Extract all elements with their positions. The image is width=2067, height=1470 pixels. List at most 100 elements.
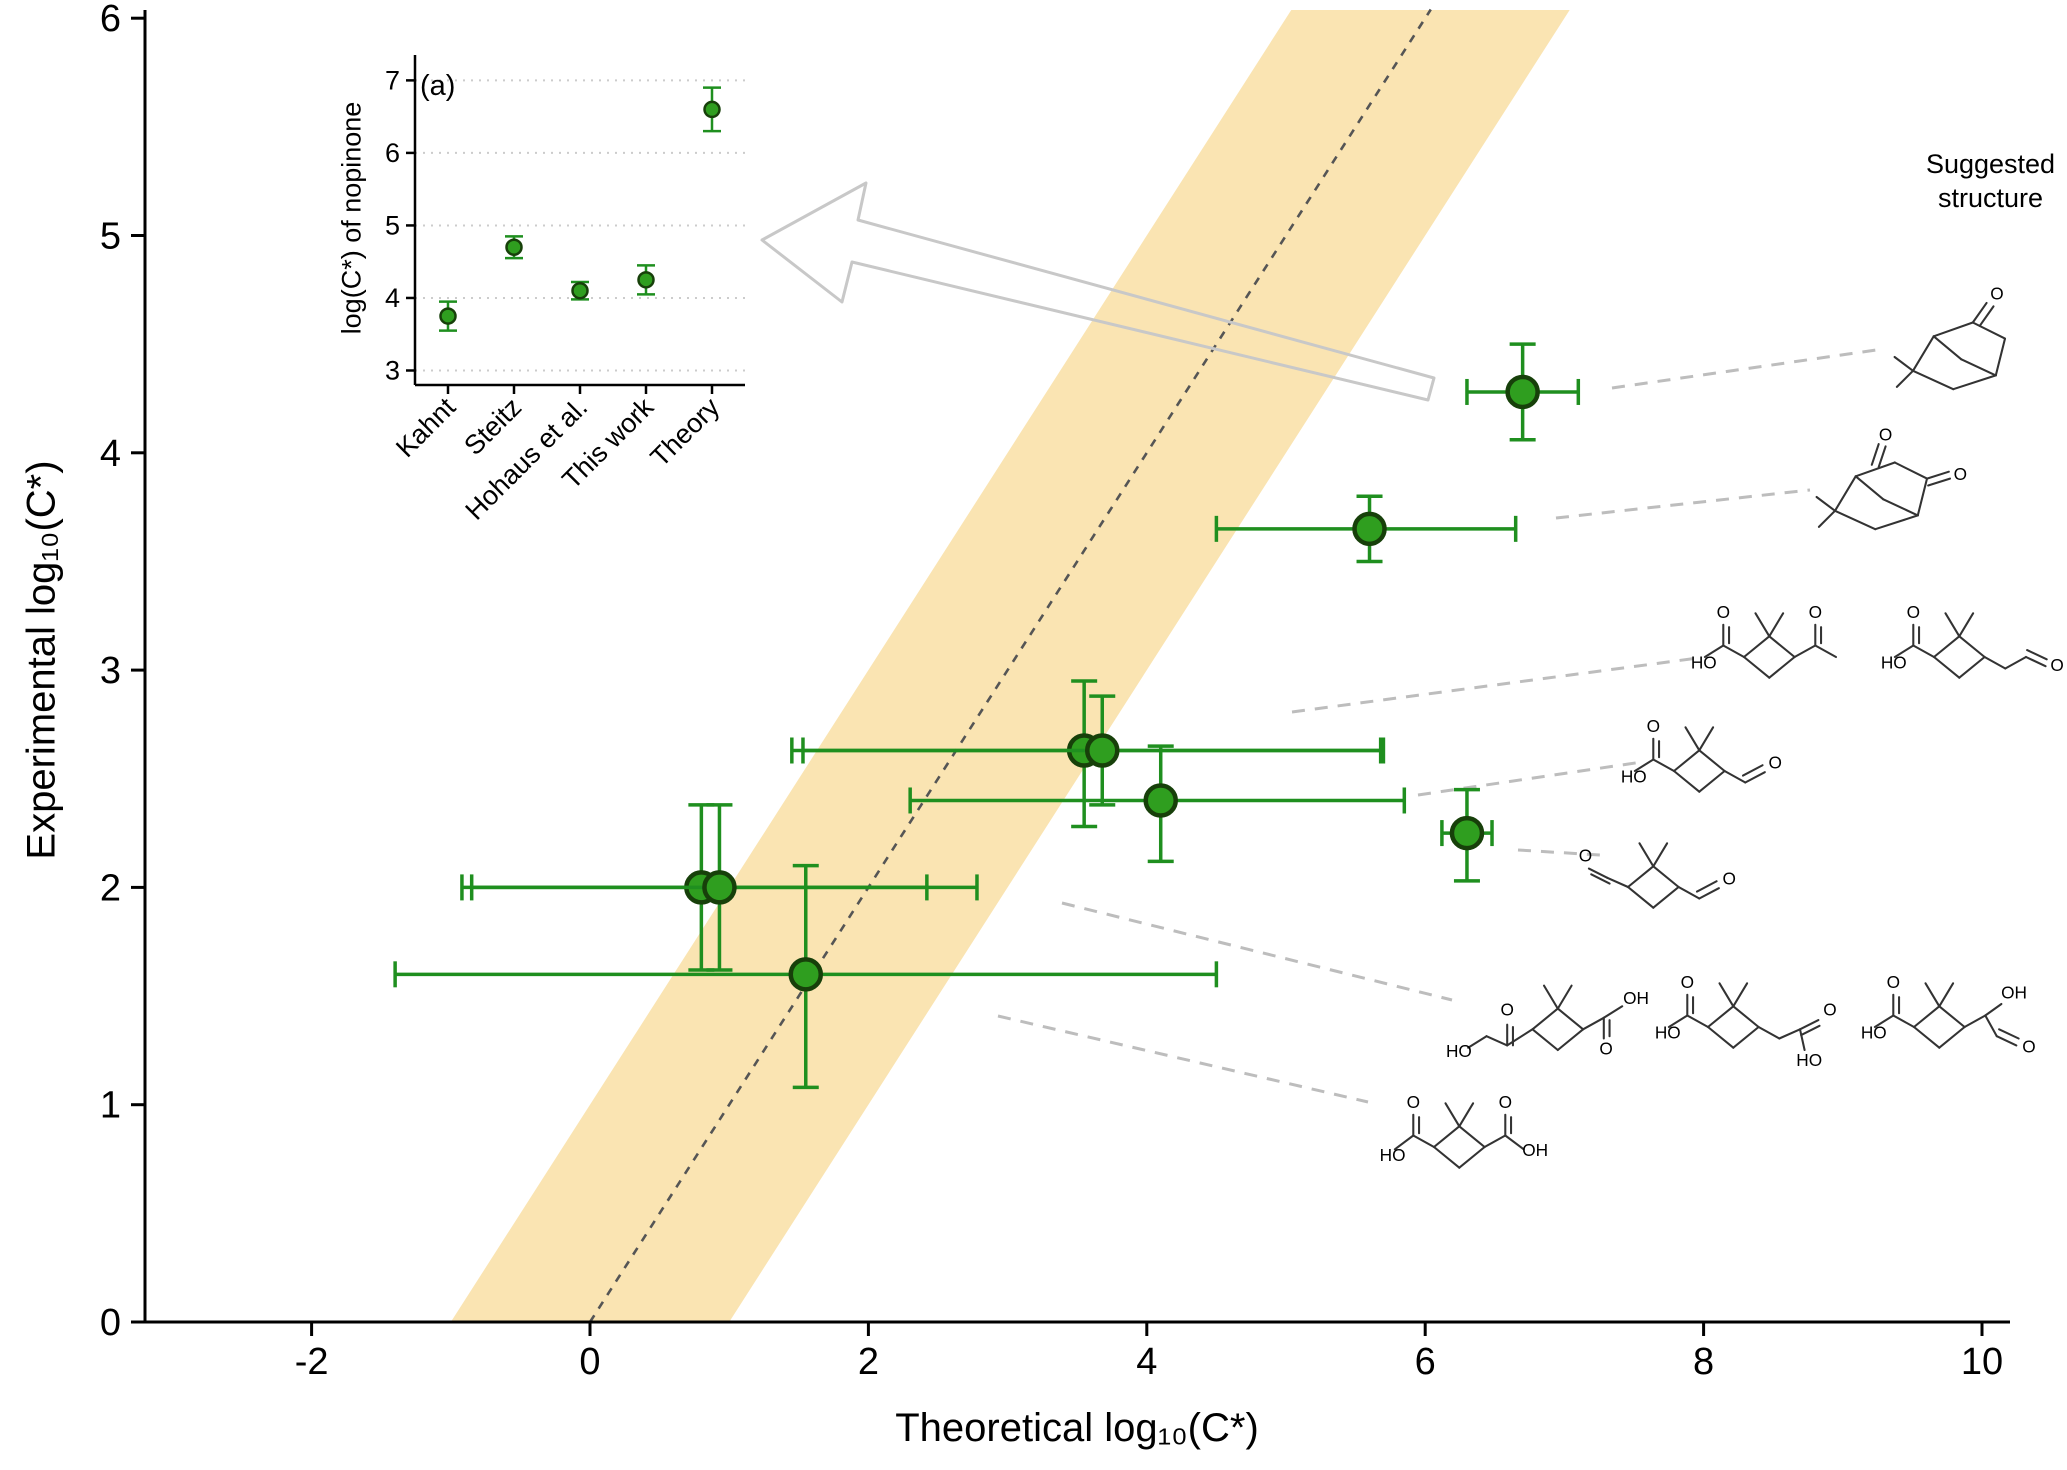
bond [1718, 982, 1735, 1008]
data-point [393, 863, 1219, 1090]
atom-label: HO [1881, 653, 1907, 673]
bond [1698, 726, 1715, 752]
bond [1483, 1134, 1507, 1149]
y-tick-label: 3 [100, 650, 121, 692]
atom-label: HO [1861, 1023, 1887, 1043]
bond [1932, 655, 1961, 679]
bond [1444, 1102, 1461, 1128]
identity-line [588, 8, 1432, 1323]
bond [1892, 1014, 1916, 1029]
x-tick-label: 2 [858, 1341, 879, 1383]
suggested-structure-heading: Suggested structure [1925, 149, 2056, 213]
bond [1504, 1134, 1525, 1151]
bond [1556, 1007, 1585, 1031]
bond [1958, 635, 1986, 659]
bond [1893, 355, 1915, 372]
x-axis-label: Theoretical log₁₀(C*) [895, 1406, 1259, 1450]
atom-label: O [1579, 846, 1592, 866]
bond [1800, 1024, 1821, 1037]
atom-label: HO [1621, 767, 1647, 787]
inset-data-point-marker [571, 281, 589, 300]
bond [1467, 1035, 1488, 1049]
bond [1932, 335, 1963, 361]
bond [1732, 1025, 1760, 1049]
bond [1741, 764, 1764, 777]
atom-label: O [1681, 972, 1694, 992]
bond [1672, 749, 1701, 773]
bond [1686, 1014, 1710, 1029]
atom-label: OH [1522, 1140, 1548, 1160]
x-tick-label: -2 [295, 1341, 329, 1383]
bond [1606, 876, 1630, 889]
bond [1582, 1016, 1605, 1031]
bond [1587, 867, 1609, 879]
bond [1911, 369, 1955, 391]
data-point [801, 694, 1383, 807]
bond [1932, 635, 1961, 659]
bond [1870, 443, 1880, 466]
bond [1626, 865, 1655, 889]
atom-label: O [1599, 1039, 1612, 1059]
inset-y-axis-label-text: log(C*) of nopinone [336, 101, 367, 335]
data-point [908, 744, 1407, 864]
bond [1854, 475, 1885, 501]
bond [1798, 1028, 1806, 1052]
bond [1815, 495, 1837, 512]
y-axis-label-text: Experimental log₁₀(C*) [19, 460, 64, 860]
data-point-marker [1143, 783, 1178, 818]
bond [1667, 1014, 1689, 1029]
chemical-structure-cyclobutane-diacid: O HO O OH [1380, 1092, 1548, 1169]
bond [1925, 470, 1950, 480]
chemical-structure-bicyclic-ketone: O [1893, 284, 2007, 391]
inset-y-tick-label: 4 [385, 283, 400, 313]
bond [1911, 335, 1935, 372]
bond [1814, 644, 1838, 659]
bond [2024, 655, 2047, 668]
atom-label: OH [1623, 988, 1649, 1008]
bond [1877, 445, 1887, 469]
data-point [469, 803, 979, 972]
bond [1542, 984, 1559, 1010]
bond [1924, 982, 1941, 1008]
chemical-structure-dialdehyde: OO [1579, 842, 1736, 909]
inset-x-tick-label: Kahnt [390, 392, 461, 463]
main-axes: -2 0 2 4 6 8 10 0 1 2 3 4 5 6 [100, 0, 2010, 1383]
bond [1895, 369, 1915, 388]
bond [1602, 1005, 1624, 1019]
bond [1698, 749, 1726, 773]
bond [1958, 655, 1986, 679]
bond [1932, 321, 1974, 338]
atom-label: O [1768, 753, 1781, 773]
bond [1757, 1025, 1781, 1040]
data-point-marker [788, 957, 824, 992]
bond [1793, 644, 1817, 659]
bond [1742, 635, 1771, 659]
bond [1916, 477, 1929, 517]
bond [1698, 887, 1720, 900]
atom-label: OH [2001, 982, 2027, 1002]
bond [1882, 498, 1919, 517]
atom-label: HO [1655, 1023, 1681, 1043]
bond [1723, 769, 1747, 784]
atom-label: O [1500, 1000, 1513, 1020]
inset-x-tick-label: Theory [645, 392, 726, 473]
bond [1458, 1145, 1486, 1169]
bond [1778, 1028, 1802, 1040]
bond [1703, 644, 1725, 659]
chemical-structure-diacid-ch2: O HO O HO [1655, 972, 1837, 1070]
bond [1998, 1028, 2020, 1040]
bond [1556, 1028, 1585, 1052]
atom-label: O [1879, 425, 1892, 445]
inset-panel-label: (a) [420, 70, 456, 102]
bond [1952, 374, 1997, 391]
bond [1652, 885, 1680, 909]
bond [1768, 635, 1796, 659]
bond [1531, 1028, 1559, 1052]
atom-label: O [1954, 464, 1967, 484]
bond [1994, 337, 2007, 377]
atom-label: HO [1691, 653, 1717, 673]
data-point [1214, 494, 1518, 564]
